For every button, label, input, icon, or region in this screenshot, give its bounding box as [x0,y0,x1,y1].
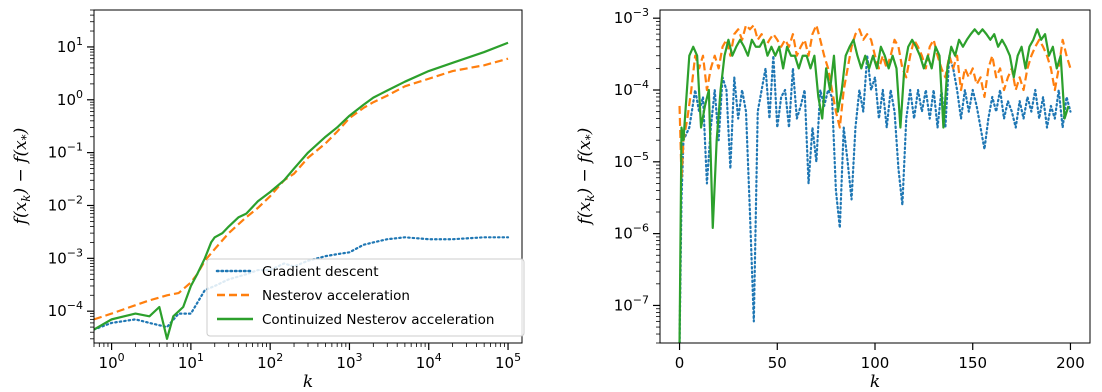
left-x-tick-label: 104 [416,351,442,372]
right-x-ticks: 0 50 100 150 200 [675,343,1085,372]
right-x-tick-label: 0 [675,354,685,372]
right-series-line-1 [678,54,1072,343]
left-x-tick-label: 100 [99,351,125,372]
right-series-group [678,24,1072,343]
right-chart: 0 50 100 150 200 10−7 10−6 10−5 10−4 10−3 k f(xk… [575,6,1091,392]
left-y-tick-label: 10−3 [48,246,83,267]
left-y-axis-label: f(xk) − f(x*) [11,128,33,227]
legend-box [206,258,525,337]
left-x-tick-label: 105 [495,351,521,372]
left-x-tick-label: 103 [336,351,362,372]
left-y-tick-label: 10−1 [48,141,83,162]
right-y-tick-label: 10−7 [614,293,649,314]
left-x-tick-label: 102 [257,351,283,372]
right-x-tick-label: 100 [861,354,890,372]
left-y-tick-label: 10−4 [48,299,83,320]
left-chart: 100 101 102 103 104 105 10−410−310−210−110010… [11,9,525,392]
legend-label-gradient-descent: Gradient descent [262,264,379,280]
left-y-tick-label: 10−2 [48,193,83,214]
right-x-tick-label: 200 [1056,354,1085,372]
right-y-tick-label: 10−4 [614,78,649,99]
left-x-tick-label: 101 [178,351,204,372]
legend-label-continuized: Continuized Nesterov acceleration [262,312,494,328]
right-y-tick-label: 10−3 [614,6,649,27]
left-legend: Gradient descent Nesterov acceleration C… [206,258,525,337]
right-y-tick-label: 10−5 [614,150,649,171]
left-y-ticks: 10−4 10−3 10−2 10−1 100 101 [48,9,94,340]
right-x-axis-label: k [870,372,880,392]
left-x-axis-label: k [303,372,313,392]
right-y-tick-label: 10−6 [614,222,649,243]
left-series-line-2 [94,57,509,321]
left-y-tick-label: 101 [57,35,83,56]
left-y-tick-label: 100 [57,88,83,109]
right-x-tick-label: 50 [768,354,787,372]
right-y-ticks: 10−7 10−6 10−5 10−4 10−3 [614,6,660,344]
right-series-line-3 [678,28,1070,343]
left-series-line-3 [94,41,509,340]
left-x-ticks: 100 101 102 103 104 105 [93,343,521,372]
legend-label-nesterov: Nesterov acceleration [262,288,410,304]
right-y-axis-label: f(xk) − f(x*) [575,128,597,227]
right-x-tick-label: 150 [958,354,987,372]
right-series-line-2 [678,24,1072,179]
